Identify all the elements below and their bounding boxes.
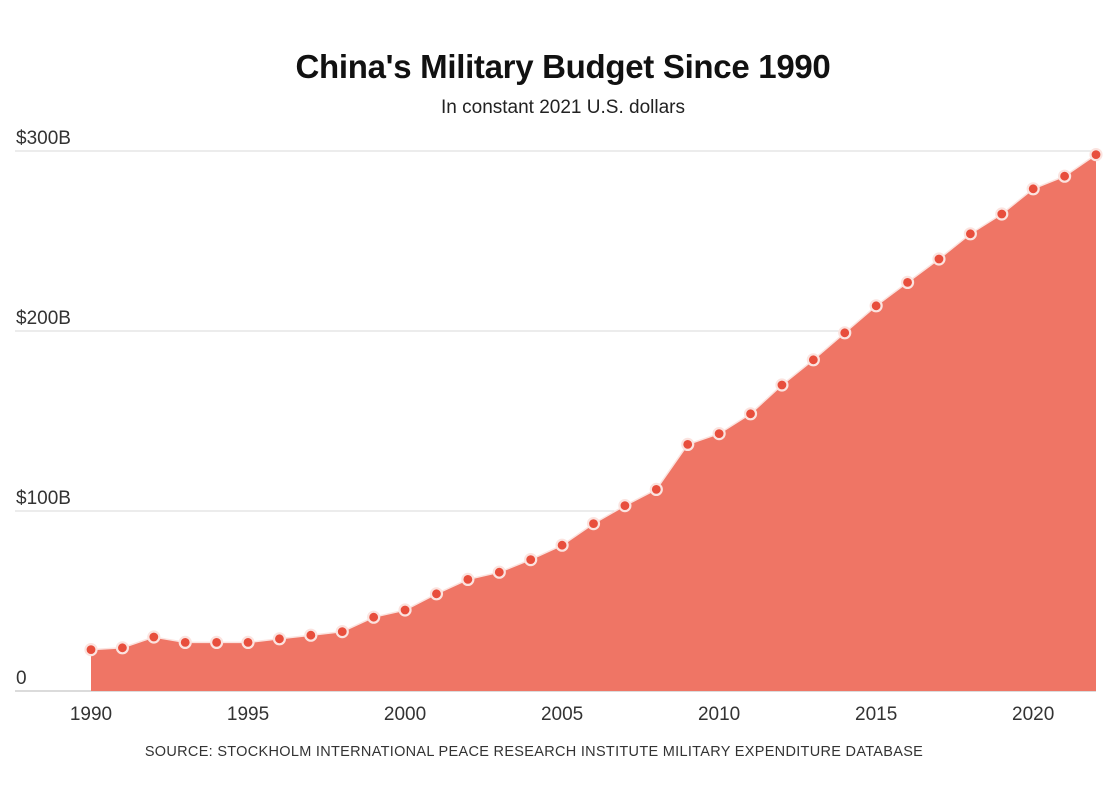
data-point	[649, 482, 663, 496]
data-point	[398, 603, 412, 617]
x-tick-label: 2005	[541, 704, 583, 725]
y-tick-label: $200B	[16, 308, 71, 329]
chart-title: China's Military Budget Since 1990	[295, 48, 831, 85]
data-point	[555, 538, 569, 552]
data-point	[304, 628, 318, 642]
y-tick-label: $300B	[16, 128, 71, 149]
x-tick-label: 2020	[1012, 704, 1054, 725]
data-point	[586, 516, 601, 531]
data-point	[618, 499, 632, 513]
data-point	[84, 642, 98, 657]
data-point	[1057, 169, 1072, 183]
data-point	[838, 326, 852, 340]
x-tick-label: 2015	[855, 704, 897, 725]
data-point	[524, 552, 538, 567]
chart-source: SOURCE: STOCKHOLM INTERNATIONAL PEACE RE…	[144, 744, 924, 760]
data-point	[115, 641, 130, 655]
x-tick-label: 1990	[70, 704, 112, 725]
data-point	[367, 610, 381, 624]
data-point	[429, 587, 444, 601]
area-series	[91, 154, 1096, 692]
data-point	[775, 378, 789, 392]
data-point	[712, 427, 726, 441]
data-point	[492, 565, 506, 579]
x-tick-label: 2010	[698, 704, 740, 725]
x-tick-label: 2000	[384, 704, 426, 725]
data-point	[806, 353, 820, 367]
data-point	[272, 632, 287, 646]
data-point	[147, 630, 161, 644]
data-point	[963, 227, 977, 241]
y-tick-label: $100B	[16, 488, 71, 509]
data-point	[681, 437, 695, 451]
x-tick-label: 1995	[227, 704, 269, 725]
y-tick-label: 0	[16, 668, 27, 689]
data-point	[900, 275, 915, 289]
data-point	[743, 407, 758, 421]
data-point	[932, 252, 946, 266]
data-point	[210, 635, 224, 650]
data-point	[241, 635, 255, 650]
data-point	[869, 299, 883, 313]
data-point	[178, 635, 192, 650]
chart-subtitle: In constant 2021 U.S. dollars	[441, 97, 685, 118]
data-point	[1089, 148, 1103, 162]
data-point	[335, 624, 349, 639]
data-point	[461, 572, 475, 587]
data-point	[1026, 182, 1040, 196]
data-point	[995, 207, 1009, 221]
